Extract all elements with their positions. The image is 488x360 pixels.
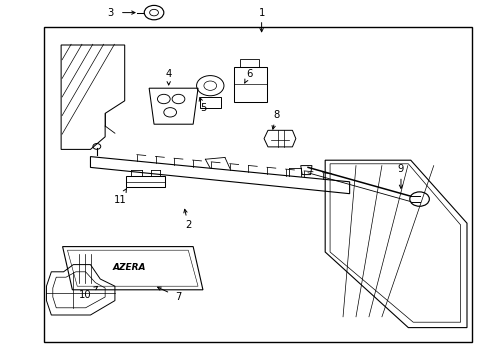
Text: 10: 10 [79, 290, 92, 300]
Text: 11: 11 [113, 195, 126, 205]
Text: 9: 9 [397, 164, 404, 174]
Text: 3: 3 [107, 8, 113, 18]
Text: 1: 1 [258, 8, 264, 18]
Text: AZERA: AZERA [113, 264, 146, 273]
Text: 4: 4 [165, 69, 171, 79]
Text: 6: 6 [245, 69, 252, 79]
Bar [44, 27, 471, 342]
Text: 7: 7 [175, 292, 182, 302]
Text: 5: 5 [199, 103, 206, 113]
Text: 8: 8 [273, 110, 279, 120]
Text: 2: 2 [184, 220, 191, 230]
